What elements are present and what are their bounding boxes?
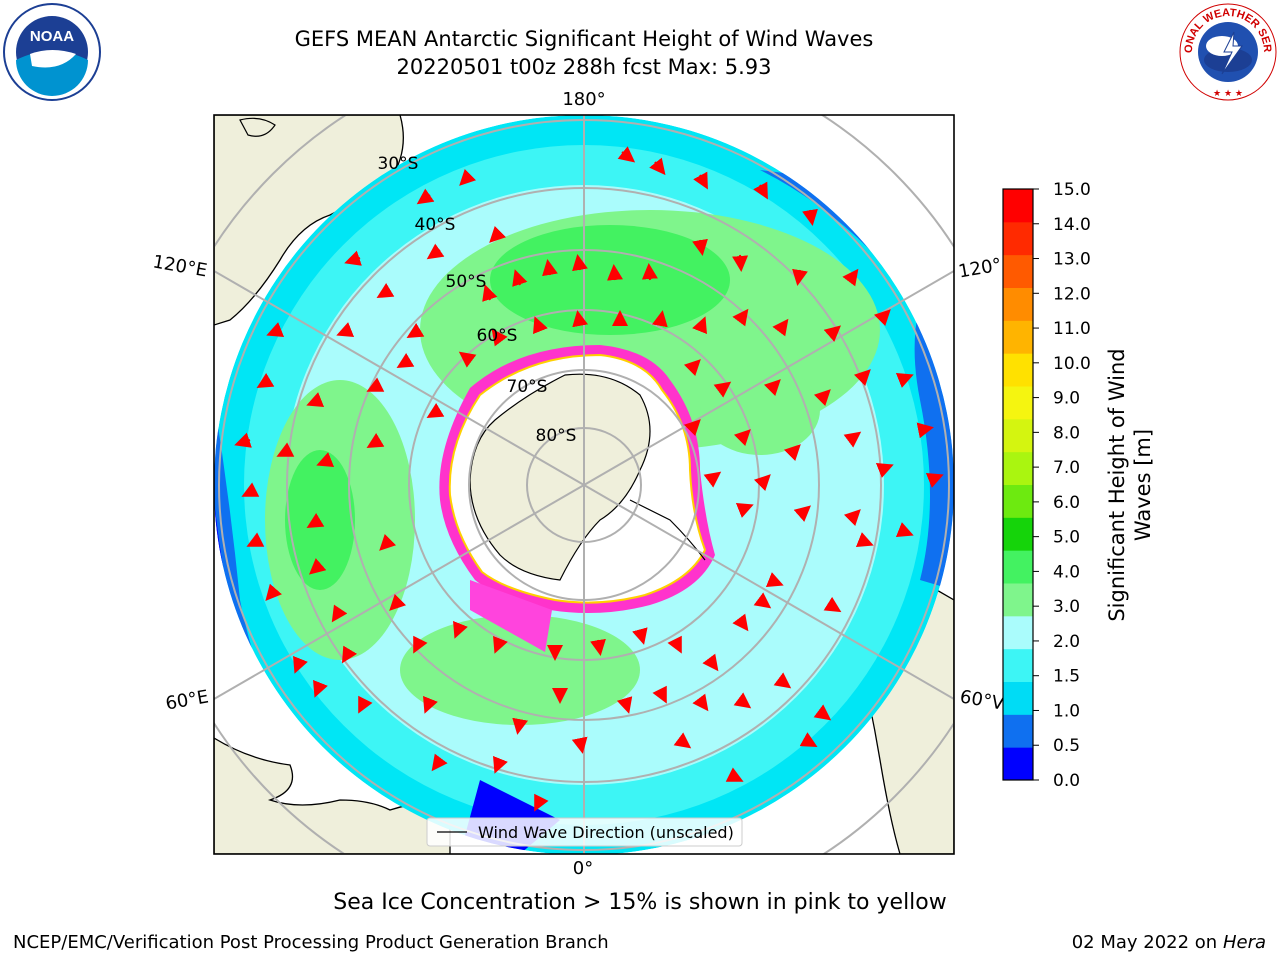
lat-label-60: 60°S xyxy=(477,326,518,346)
colorbar-segment xyxy=(1003,714,1033,748)
colorbar-segment xyxy=(1003,320,1033,354)
colorbar-segment xyxy=(1003,517,1033,551)
colorbar-segment xyxy=(1003,221,1033,256)
lon-label-left-upper: 120°E xyxy=(151,251,209,281)
nws-logo: NATIONAL WEATHER SERVICE ★ ★ ★ xyxy=(1178,2,1277,101)
colorbar-tick-label: 0.0 xyxy=(1053,771,1080,791)
colorbar-tick-label: 12.0 xyxy=(1053,284,1091,304)
land-australia xyxy=(214,115,404,326)
land-tasmania xyxy=(239,117,276,137)
colorbar-tick-label: 4.0 xyxy=(1053,562,1080,582)
legend-label: Wind Wave Direction (unscaled) xyxy=(478,823,734,842)
colorbar-segment xyxy=(1003,254,1033,288)
lon-label-right-upper: 120° xyxy=(957,254,1003,282)
colorbar-tick-label: 2.0 xyxy=(1053,632,1080,652)
colorbar-frame xyxy=(1002,188,1034,781)
colorbar-tick-label: 14.0 xyxy=(1053,215,1091,235)
colorbar-segment xyxy=(1003,681,1033,715)
lon-label-right-lower: 60°V xyxy=(958,686,1006,714)
map-area: 30°S 40°S 50°S 60°S 70°S 80°S Wind Wave … xyxy=(214,115,954,854)
svg-text:NOAA: NOAA xyxy=(30,28,74,45)
colorbar-tick-label: 10.0 xyxy=(1053,354,1091,374)
colorbar-tick-label: 13.0 xyxy=(1053,250,1091,270)
colorbar-label-line1: Significant Height of Wind xyxy=(1105,348,1129,621)
colorbar-segment xyxy=(1003,484,1033,518)
lat-label-70: 70°S xyxy=(507,377,548,397)
colorbar-tick-label: 1.5 xyxy=(1053,667,1080,687)
colorbar-tick-label: 11.0 xyxy=(1053,319,1091,339)
map-legend: Wind Wave Direction (unscaled) xyxy=(426,817,743,847)
colorbar-tick-label: 6.0 xyxy=(1053,493,1080,513)
colorbar-segment xyxy=(1003,189,1033,223)
colorbar-segment xyxy=(1003,615,1033,650)
colorbar-segment xyxy=(1003,287,1033,321)
lat-label-40: 40°S xyxy=(415,215,456,235)
sea-ice-caption: Sea Ice Concentration > 15% is shown in … xyxy=(333,890,947,915)
lat-label-30: 30°S xyxy=(378,154,419,174)
colorbar-tick-label: 1.0 xyxy=(1053,701,1080,721)
colorbar-segment xyxy=(1003,648,1033,682)
footer-branch: NCEP/EMC/Verification Post Processing Pr… xyxy=(13,932,609,953)
lon-label-bottom: 0° xyxy=(573,858,593,879)
lat-label-50: 50°S xyxy=(446,272,487,292)
colorbar-tick-label: 0.5 xyxy=(1053,736,1080,756)
colorbar-tick-label: 3.0 xyxy=(1053,597,1080,617)
noaa-logo: NOAA xyxy=(3,3,101,101)
colorbar-segment xyxy=(1003,353,1033,387)
colorbar-segment xyxy=(1003,747,1033,781)
sea-ice-pink-patch xyxy=(470,580,552,652)
wind-wave-arrows xyxy=(234,146,944,812)
colorbar: 0.0 0.5 1.0 1.5 2.0 3.0 4.0 5.0 6.0 7.0 8.0 9.0 10.0… xyxy=(1002,180,1091,791)
colorbar-tick-label: 8.0 xyxy=(1053,423,1080,443)
land-antarctica-interior xyxy=(469,373,651,581)
svg-text:★ ★ ★: ★ ★ ★ xyxy=(1213,89,1243,99)
colorbar-tick-label: 15.0 xyxy=(1053,180,1091,200)
plot-subtitle: 20220501 t00z 288h fcst Max: 5.93 xyxy=(396,55,772,79)
graticule xyxy=(214,115,954,854)
lon-label-top: 180° xyxy=(562,89,605,110)
colorbar-segment xyxy=(1003,550,1033,584)
colorbar-segment xyxy=(1003,386,1033,420)
footer-date-text: 02 May 2022 on xyxy=(1071,932,1218,953)
antarctic-peninsula xyxy=(629,499,706,561)
colorbar-segment xyxy=(1003,418,1033,453)
map-frame xyxy=(213,114,955,855)
colorbar-tick-label: 9.0 xyxy=(1053,389,1080,409)
lat-label-80: 80°S xyxy=(536,426,577,446)
colorbar-tick-label: 5.0 xyxy=(1053,528,1080,548)
lon-label-left-lower: 60°E xyxy=(164,686,210,714)
colorbar-label-line2: Waves [m] xyxy=(1131,429,1155,541)
colorbar-tick-label: 7.0 xyxy=(1053,458,1080,478)
plot-title: GEFS MEAN Antarctic Significant Height o… xyxy=(294,27,874,51)
footer-date: 02 May 2022 on Hera xyxy=(1072,932,1266,953)
footer-machine: Hera xyxy=(1222,932,1266,953)
colorbar-segment xyxy=(1003,583,1033,617)
colorbar-segment xyxy=(1003,451,1033,485)
